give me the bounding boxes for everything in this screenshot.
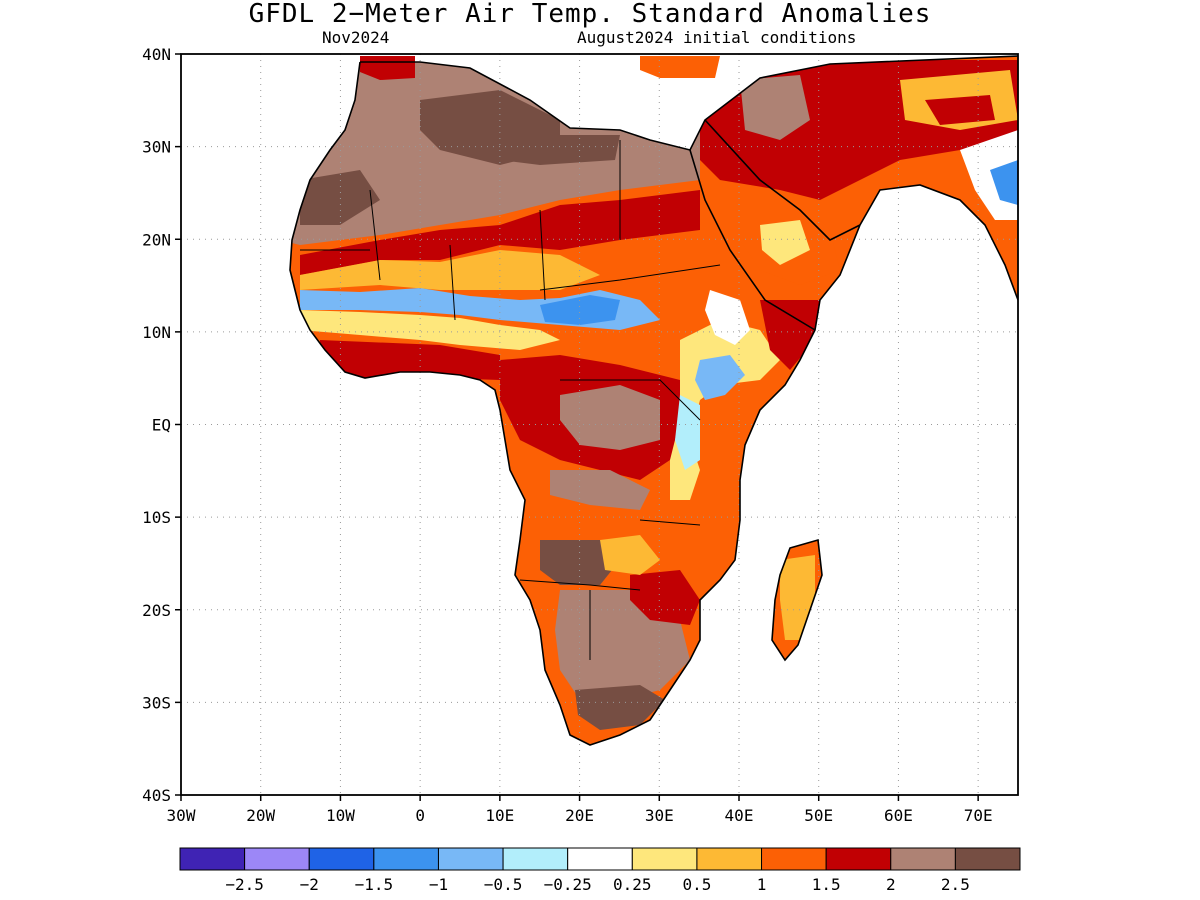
lat-tick-label: 10N — [142, 323, 171, 342]
valid-month-label: Nov2024 — [322, 28, 390, 47]
color-legend: −2.5 −2 −1.5 −1 −0.5 −0.25 0.25 0.5 1 1.5 2 2.5 — [179, 847, 1021, 894]
lat-tick-label: 30S — [142, 693, 171, 712]
lon-tick-label: 70E — [964, 806, 993, 825]
colorbar-swatch — [631, 847, 698, 871]
lon-tick-label: 40E — [725, 806, 754, 825]
colorbar-swatch — [954, 847, 1021, 871]
lon-tick-label: 0 — [415, 806, 425, 825]
lat-tick-label: 40S — [142, 786, 171, 805]
anomaly-fill-layer — [290, 56, 1018, 745]
lon-tick-label: 30W — [167, 806, 196, 825]
colorbar-swatch — [308, 847, 375, 871]
lon-tick-label: 10E — [485, 806, 514, 825]
colorbar-label: 1.5 — [812, 875, 841, 894]
colorbar-swatch — [825, 847, 892, 871]
colorbar-swatch — [502, 847, 569, 871]
lon-tick-label: 10W — [326, 806, 355, 825]
colorbar-label: −2.5 — [225, 875, 264, 894]
colorbar-label: 2.5 — [941, 875, 970, 894]
longitude-labels: 30W 20W 10W 0 10E 20E 30E 40E 50E 60E 70E — [167, 795, 993, 825]
colorbar-swatch — [567, 847, 633, 871]
lon-tick-label: 20E — [565, 806, 594, 825]
lat-tick-label: 40N — [142, 45, 171, 64]
lat-tick-label: 10S — [142, 508, 171, 527]
colorbar-swatch — [437, 847, 504, 871]
colorbar-label: 2 — [886, 875, 896, 894]
colorbar-swatch — [890, 847, 956, 871]
coastline-layer — [289, 55, 1018, 746]
latitude-labels: 40N 30N 20N 10N EQ 10S 20S 30S 40S — [142, 45, 181, 805]
lon-tick-label: 50E — [804, 806, 833, 825]
chart-title: GFDL 2−Meter Air Temp. Standard Anomalie… — [248, 0, 932, 29]
lat-tick-label: 20N — [142, 230, 171, 249]
colorbar-swatch — [373, 847, 439, 871]
lat-tick-label: 30N — [142, 138, 171, 157]
colorbar-label: 1 — [757, 875, 767, 894]
colorbar-label: −1.5 — [355, 875, 394, 894]
colorbar-swatch — [761, 847, 827, 871]
colorbar-label: 0.25 — [613, 875, 652, 894]
colorbar-swatch — [179, 847, 246, 871]
colorbar-label: −0.25 — [544, 875, 592, 894]
colorbar-label: −2 — [300, 875, 319, 894]
lon-tick-label: 30E — [645, 806, 674, 825]
country-borders — [300, 140, 721, 660]
lon-tick-label: 60E — [884, 806, 913, 825]
lat-tick-label: EQ — [152, 416, 171, 435]
lat-tick-label: 20S — [142, 601, 171, 620]
colorbar-swatch — [244, 847, 310, 871]
init-conditions-label: August2024 initial conditions — [577, 28, 857, 47]
colorbar-swatch — [696, 847, 763, 871]
colorbar-label: −1 — [429, 875, 448, 894]
colorbar-label: −0.5 — [484, 875, 523, 894]
lon-tick-label: 20W — [246, 806, 275, 825]
colorbar-label: 0.5 — [682, 875, 711, 894]
